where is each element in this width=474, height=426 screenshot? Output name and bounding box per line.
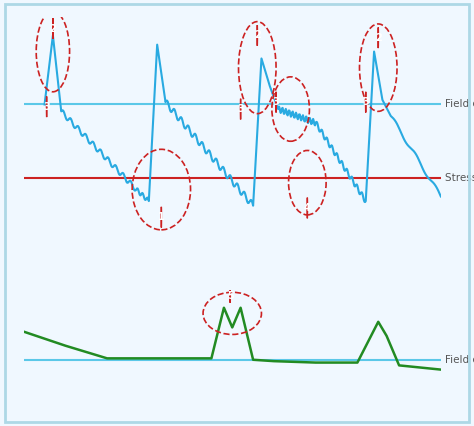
Text: 2: 2 (375, 33, 382, 43)
Text: Stress point: Stress point (445, 173, 474, 183)
Text: Field capacity: Field capacity (445, 99, 474, 109)
Text: 5: 5 (227, 291, 234, 302)
Text: 3: 3 (273, 97, 280, 107)
Text: 3: 3 (362, 97, 369, 107)
Text: 2: 2 (49, 23, 56, 34)
Text: 2: 2 (254, 30, 261, 40)
Text: Field capacity: Field capacity (445, 355, 474, 365)
Text: 4: 4 (304, 203, 311, 213)
Text: 1: 1 (158, 212, 165, 222)
Text: 3: 3 (43, 102, 50, 112)
Text: 3: 3 (237, 104, 244, 114)
